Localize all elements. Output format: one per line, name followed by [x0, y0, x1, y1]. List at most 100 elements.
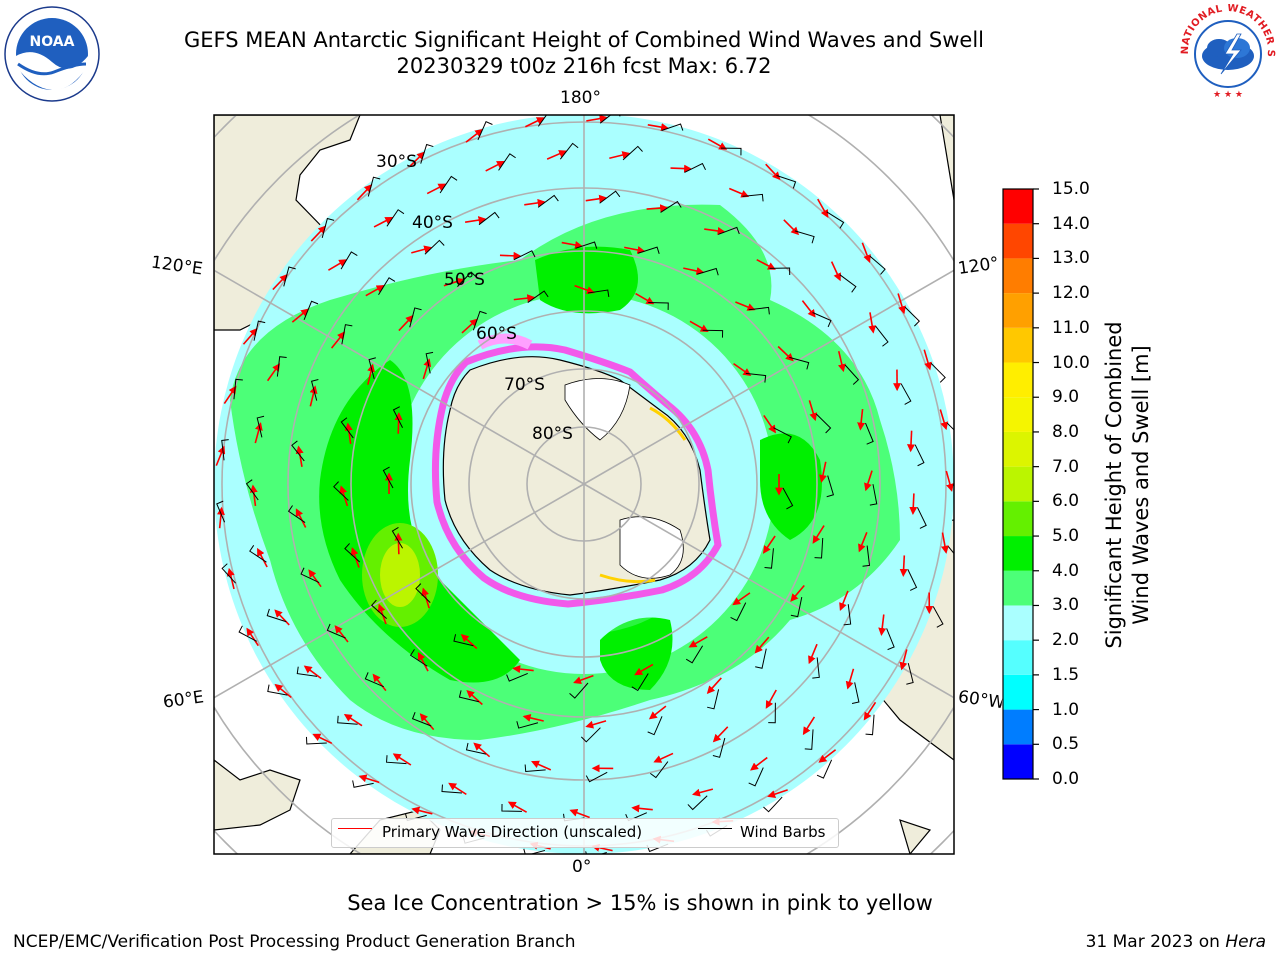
wave-direction-arrow	[525, 117, 545, 128]
wave-direction-arrow	[817, 198, 829, 218]
lat-label-40s: 40°S	[412, 213, 453, 233]
wave-direction-arrow	[426, 183, 447, 195]
wave-vectors	[215, 115, 954, 854]
wave-direction-arrow	[609, 151, 631, 160]
wind-barb	[684, 162, 706, 173]
wave-direction-arrow	[897, 293, 906, 315]
wave-direction-arrow	[569, 808, 590, 819]
wind-barb	[648, 302, 669, 310]
wind-barb	[559, 142, 579, 160]
wave-direction-arrow	[691, 788, 714, 797]
wave-direction-arrow	[812, 525, 825, 544]
wave-direction-arrow	[857, 409, 866, 431]
wave-direction-arrow	[707, 138, 728, 150]
wave-direction-arrow	[308, 569, 322, 588]
wind-barb	[472, 310, 487, 331]
wave-direction-arrow	[417, 652, 429, 672]
wave-direction-arrow	[585, 720, 607, 729]
colorbar-band	[1003, 258, 1033, 294]
lat-label-70s: 70°S	[504, 375, 545, 395]
wind-barb	[947, 546, 954, 555]
wind-barb	[303, 300, 319, 320]
wave-direction-arrow	[790, 584, 805, 602]
wave-direction-arrow	[861, 242, 871, 263]
colorbar-tick-label: 1.5	[1052, 664, 1080, 685]
wind-barb	[378, 277, 396, 296]
wind-barb	[843, 604, 852, 626]
wind-barb	[748, 767, 764, 787]
wave-direction-arrow	[372, 673, 387, 692]
wave-direction-arrow	[499, 251, 522, 260]
wave-direction-arrow	[767, 789, 788, 798]
wave-direction-arrow	[863, 701, 877, 721]
land-corner-ne	[939, 115, 954, 201]
lat-label-60s: 60°S	[476, 324, 517, 344]
wind-barb	[599, 190, 621, 204]
colorbar-band	[1003, 674, 1033, 710]
wind-barb	[946, 422, 954, 431]
wave-direction-arrow	[466, 690, 483, 706]
chart-title: GEFS MEAN Antarctic Significant Height o…	[183, 28, 985, 52]
wave-direction-arrow	[631, 804, 653, 813]
wave-direction-arrow	[765, 163, 781, 180]
wave-direction-arrow	[465, 128, 484, 143]
wind-barb	[769, 267, 791, 275]
wind-barb	[763, 796, 783, 813]
wind-barb	[794, 230, 815, 244]
wind-barb	[580, 727, 601, 743]
wave-direction-arrow	[878, 614, 887, 636]
wave-direction-arrow	[837, 350, 846, 373]
wind-barb	[851, 682, 860, 704]
wave-direction-arrow	[765, 689, 777, 709]
wind-barb	[340, 417, 354, 439]
wind-barb	[527, 290, 549, 303]
footer-date: 31 Mar 2023 on Hera	[1086, 932, 1266, 952]
wave-direction-arrow	[574, 284, 595, 294]
wave-direction-arrow	[524, 198, 546, 207]
wind-barb	[768, 702, 776, 724]
wind-barb	[952, 484, 954, 487]
wind-barb	[844, 364, 860, 385]
wave-direction-arrow	[941, 532, 949, 554]
colorbar-band	[1003, 327, 1033, 363]
wave-direction-arrow	[295, 445, 304, 467]
wind-barb	[869, 255, 886, 275]
wind-barb	[826, 475, 835, 498]
wind-barb	[764, 548, 774, 569]
footer-credit: NCEP/EMC/Verification Post Processing Pr…	[13, 932, 576, 952]
wave-direction-arrow	[303, 665, 322, 680]
wave-direction-arrow	[845, 668, 855, 690]
wind-barb	[441, 784, 462, 794]
colorbar-band	[1003, 189, 1033, 224]
wave-direction-arrow	[216, 506, 225, 529]
wind-barb	[216, 500, 226, 523]
noaa-logo-text: NOAA	[30, 34, 75, 50]
colorbar-tick-label: 14.0	[1052, 213, 1090, 234]
colorbar-tick-label: 15.0	[1052, 179, 1090, 199]
colorbar-tick-label: 12.0	[1052, 283, 1090, 304]
footer-host: Hera	[1225, 932, 1266, 952]
wind-barb	[337, 715, 358, 725]
wave-direction-arrow	[939, 409, 949, 431]
wave-direction-arrow	[274, 609, 290, 626]
land-madagascar	[899, 819, 932, 854]
wave-direction-arrow	[461, 318, 478, 334]
wind-barb	[622, 145, 643, 161]
wind-barb	[569, 682, 589, 699]
wave-direction-arrow	[344, 422, 353, 444]
wind-barb	[457, 271, 477, 287]
wave-direction-arrow	[586, 115, 608, 123]
wave-direction-arrow	[249, 484, 258, 507]
wind-barb	[914, 444, 925, 467]
wave-direction-arrow	[295, 508, 307, 528]
ice-shelf-weddell	[619, 516, 684, 579]
wave-direction-arrow	[704, 226, 726, 235]
wind-barb	[344, 543, 361, 563]
wave-direction-arrow	[808, 400, 818, 422]
wave-direction-arrow	[899, 555, 908, 577]
wind-barb	[537, 115, 548, 127]
wind-barb	[367, 176, 381, 197]
wind-barb	[321, 217, 335, 238]
wind-barb	[637, 246, 660, 254]
wave-direction-arrow	[728, 187, 750, 198]
